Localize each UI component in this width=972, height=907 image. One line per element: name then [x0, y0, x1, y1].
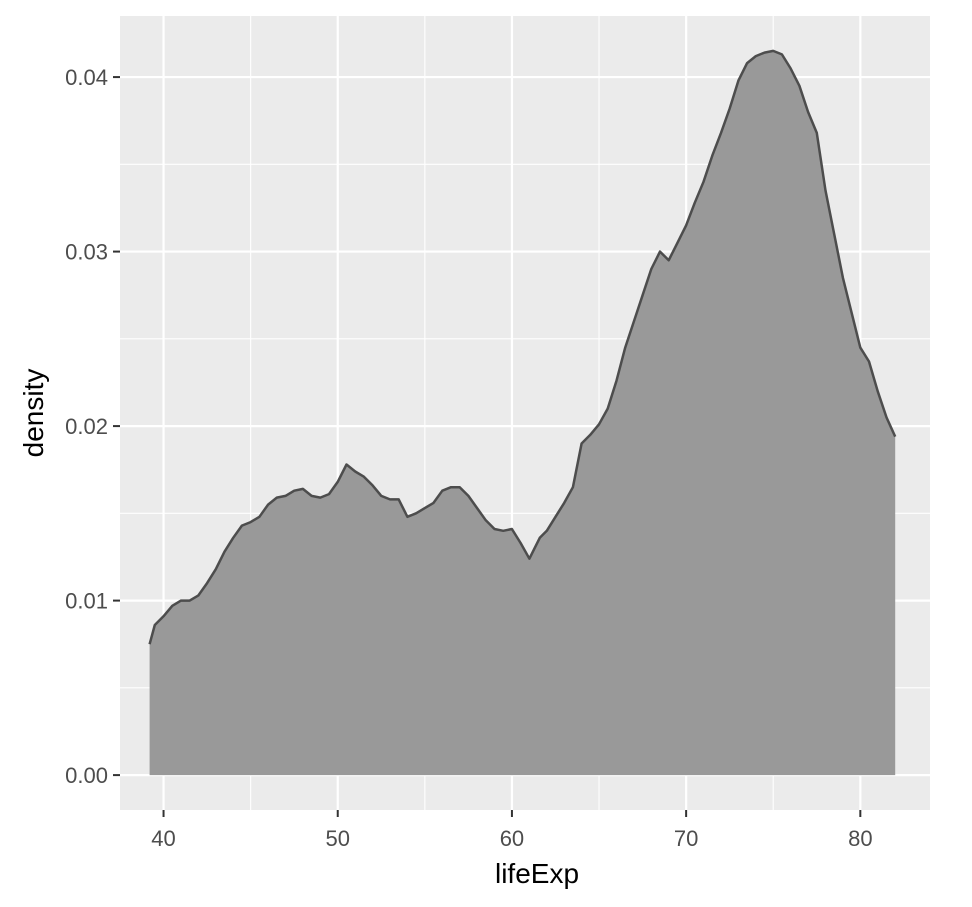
y-tick-label: 0.04 [65, 65, 108, 90]
y-tick-label: 0.00 [65, 763, 108, 788]
x-tick-label: 80 [848, 826, 872, 851]
density-outline [148, 49, 897, 645]
y-tick-label: 0.02 [65, 414, 108, 439]
x-tick-label: 60 [500, 826, 524, 851]
x-axis: 40 50 60 70 80 [151, 810, 873, 851]
density-area [149, 50, 896, 776]
x-tick-label: 50 [325, 826, 349, 851]
y-tick-label: 0.03 [65, 240, 108, 265]
y-axis-title: density [18, 369, 49, 458]
y-tick-label: 0.01 [65, 589, 108, 614]
x-tick-label: 40 [151, 826, 175, 851]
y-axis: 0.00 0.01 0.02 0.03 0.04 [65, 65, 120, 788]
x-tick-label: 70 [674, 826, 698, 851]
x-axis-title: lifeExp [495, 858, 579, 889]
